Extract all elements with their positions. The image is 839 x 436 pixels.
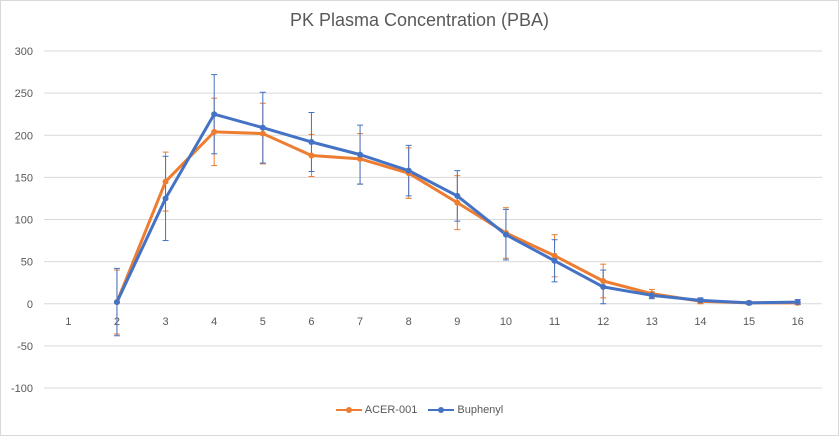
data-point-acer-001 xyxy=(308,152,315,159)
data-point-buphenyl xyxy=(308,138,315,145)
x-tick-label: 12 xyxy=(597,316,609,328)
y-tick-label: -50 xyxy=(17,341,33,353)
chart-title: PK Plasma Concentration (PBA) xyxy=(289,10,550,30)
data-point-acer-001 xyxy=(357,155,364,162)
x-tick-label: 1 xyxy=(65,316,71,328)
data-point-acer-001 xyxy=(162,178,169,185)
x-tick-label: 8 xyxy=(406,316,412,328)
y-tick-label: 200 xyxy=(15,130,33,142)
y-tick-label: 300 xyxy=(15,46,33,58)
data-point-buphenyl xyxy=(357,151,364,158)
y-tick-label: 150 xyxy=(15,172,33,184)
x-tick-label: 11 xyxy=(549,316,560,328)
x-tick-label: 5 xyxy=(260,316,266,328)
y-tick-label: 0 xyxy=(27,299,33,311)
x-tick-label: 14 xyxy=(694,316,706,328)
x-axis-labels: 12345678910111213141516 xyxy=(65,316,804,328)
data-point-buphenyl xyxy=(211,111,218,118)
x-tick-label: 13 xyxy=(646,316,658,328)
x-tick-label: 3 xyxy=(163,316,169,328)
x-tick-label: 7 xyxy=(357,316,363,328)
data-point-acer-001 xyxy=(454,199,461,206)
legend-item-acer-001: ACER-001 xyxy=(335,404,418,416)
data-point-buphenyl xyxy=(502,231,509,238)
y-tick-label: 100 xyxy=(15,215,33,227)
y-axis-labels: 300 250 200 150 100 50 0 -50 -100 xyxy=(11,46,33,395)
data-point-buphenyl xyxy=(746,299,753,306)
data-point-acer-001 xyxy=(551,252,558,259)
x-tick-label: 15 xyxy=(743,316,755,328)
x-tick-label: 6 xyxy=(308,316,314,328)
x-tick-label: 16 xyxy=(792,316,804,328)
data-point-buphenyl xyxy=(648,292,655,299)
data-point-acer-001 xyxy=(259,130,266,137)
data-point-buphenyl xyxy=(794,299,801,306)
data-point-buphenyl xyxy=(454,192,461,199)
legend-swatch-buphenyl xyxy=(428,405,455,415)
data-point-acer-001 xyxy=(211,128,218,135)
data-point-buphenyl xyxy=(551,257,558,264)
y-tick-label: -100 xyxy=(11,383,33,395)
legend: ACER-001 Buphenyl xyxy=(0,404,839,418)
legend-label-acer-001: ACER-001 xyxy=(364,404,418,416)
series-markers xyxy=(113,111,801,306)
x-tick-label: 9 xyxy=(454,316,460,328)
data-point-buphenyl xyxy=(259,124,266,131)
data-point-buphenyl xyxy=(113,299,120,306)
data-point-buphenyl xyxy=(697,297,704,304)
x-tick-label: 4 xyxy=(211,316,217,328)
data-point-buphenyl xyxy=(405,167,412,174)
data-point-buphenyl xyxy=(600,283,607,290)
y-tick-label: 50 xyxy=(21,257,33,269)
gridlines xyxy=(44,50,822,389)
data-point-acer-001 xyxy=(600,278,607,285)
legend-swatch-acer-001 xyxy=(335,405,362,415)
data-point-buphenyl xyxy=(162,195,169,202)
x-tick-label: 10 xyxy=(500,316,512,328)
legend-item-buphenyl: Buphenyl xyxy=(428,404,503,416)
y-tick-label: 250 xyxy=(15,88,33,100)
legend-label-buphenyl: Buphenyl xyxy=(457,404,504,416)
